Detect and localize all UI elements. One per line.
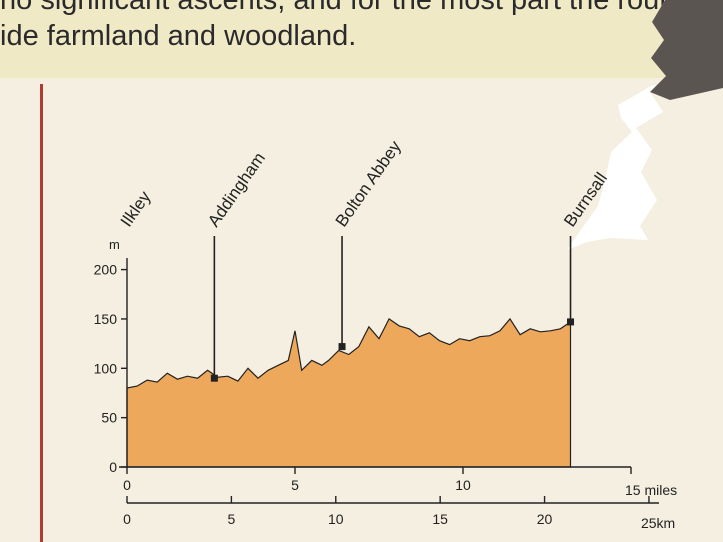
place-label: Burnsall	[560, 169, 611, 230]
x-tick-label-km: 15	[432, 511, 448, 527]
x-tick-label-km: 10	[328, 511, 344, 527]
torn-shadow	[650, 0, 723, 100]
x-tick-label-km: 5	[227, 511, 235, 527]
place-marker-dot	[210, 374, 218, 382]
y-tick-label: 150	[94, 311, 118, 327]
y-tick-label: 100	[94, 360, 118, 376]
y-tick-label: 200	[94, 262, 118, 278]
place-label: Bolton Abbey	[332, 137, 405, 230]
intro-text-line-1: no significant ascents, and for the most…	[0, 0, 723, 16]
x-tick-label-miles: 10	[455, 477, 471, 493]
place-label: Addingham	[204, 149, 269, 230]
margin-rule	[40, 84, 43, 542]
x-tick-label-miles: 5	[291, 477, 299, 493]
x-tick-label-km: 20	[537, 511, 553, 527]
intro-text-line-2: ide farmland and woodland.	[0, 20, 357, 52]
y-tick-label: 0	[109, 459, 117, 475]
x-tick-label-miles: 0	[123, 477, 131, 493]
intro-text-band	[0, 0, 723, 78]
y-tick-label: 50	[101, 410, 117, 426]
place-marker-dot	[338, 343, 346, 351]
place-label: Ilkley	[117, 187, 155, 230]
place-marker-dot	[567, 318, 575, 326]
y-unit-label: m	[109, 237, 120, 252]
x-end-label-miles: 15 miles	[625, 482, 677, 498]
elevation-area	[126, 317, 572, 468]
x-end-label-km: 25km	[641, 515, 675, 531]
x-tick-label-km: 0	[123, 511, 131, 527]
